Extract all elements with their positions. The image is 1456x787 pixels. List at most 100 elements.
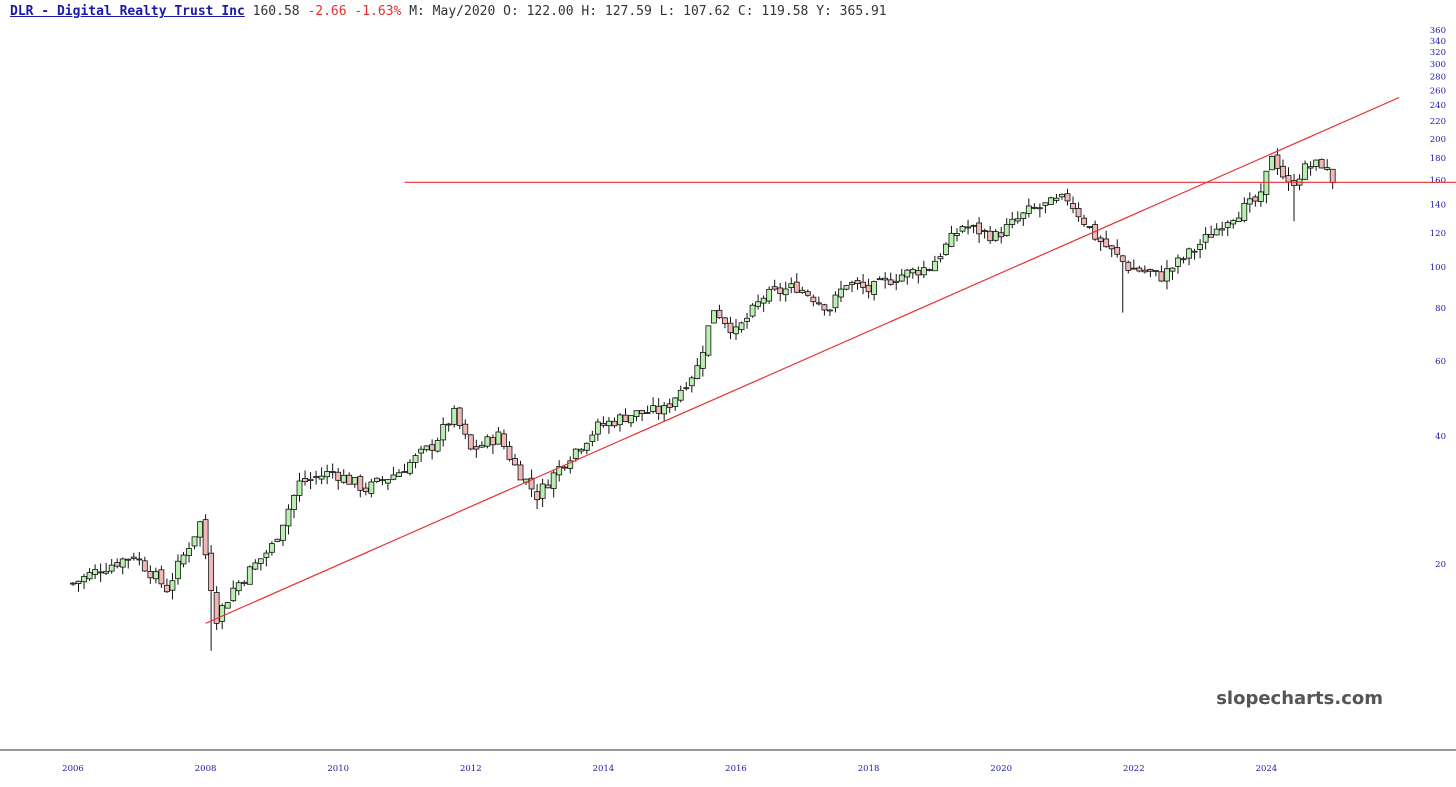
candle-body (882, 277, 889, 281)
candle-body (1097, 237, 1104, 243)
candle-body (1103, 238, 1110, 248)
candle-body (495, 431, 502, 445)
price-change-pct: -1.63% (354, 4, 402, 19)
candle-body (318, 475, 325, 480)
candle-body (782, 288, 789, 296)
candle-body (186, 548, 192, 557)
candle-body (213, 592, 220, 624)
y-tick-label: 40 (1435, 432, 1446, 442)
candle-body (915, 270, 922, 276)
candle-body (954, 233, 960, 236)
candle-body (324, 471, 331, 478)
candle-body (263, 552, 270, 558)
candle-body (478, 444, 485, 448)
candle-body (1285, 175, 1292, 183)
candle-body (1048, 197, 1054, 205)
candle-body (429, 444, 436, 451)
candle-body (860, 281, 866, 288)
candle-body (600, 422, 607, 426)
candle-body (136, 558, 143, 561)
candle-body (572, 448, 579, 459)
candle-body (871, 281, 878, 295)
candle-body (152, 571, 159, 580)
candle-body (1219, 228, 1226, 231)
candle-body (230, 587, 237, 602)
x-tick-label: 2010 (327, 764, 349, 774)
candle-body (92, 569, 98, 575)
y-tick-label: 320 (1430, 48, 1446, 58)
y-axis: 20 40 60 80 100 120 140 160 180 200 220 240 260 280 30… (1430, 26, 1446, 570)
x-tick-label: 2014 (593, 764, 615, 774)
candle-body (943, 243, 949, 255)
candle-body (1014, 218, 1021, 222)
candle-body (854, 280, 861, 284)
candle-body (1269, 156, 1275, 171)
candle-body (373, 477, 380, 482)
chart-header: DLR - Digital Realty Trust Inc 160.58 -2… (10, 4, 887, 19)
candle-body (385, 479, 391, 484)
candle-body (932, 260, 938, 272)
candle-body (418, 448, 424, 454)
candle-body (291, 494, 297, 511)
y-tick-label: 20 (1435, 560, 1446, 570)
x-tick-label: 2020 (990, 764, 1012, 774)
candle-body (252, 562, 259, 570)
candle-body (909, 268, 916, 274)
candle-body (103, 570, 110, 574)
candle-body (617, 414, 623, 426)
candle-body (683, 387, 690, 390)
watermark: slopecharts.com (1216, 688, 1383, 709)
candle-body (948, 232, 955, 247)
candle-body (1169, 267, 1176, 272)
candle-body (755, 301, 761, 307)
candle-body (561, 466, 568, 469)
candle-body (810, 296, 817, 303)
candle-body (313, 476, 320, 478)
candle-body (1020, 212, 1027, 220)
y-tick-label: 360 (1430, 26, 1446, 36)
candle-body (1186, 248, 1192, 259)
candle-body (539, 483, 546, 499)
candle-body (534, 491, 540, 501)
candle-body (1153, 270, 1159, 272)
candle-body (119, 558, 126, 568)
candle-body (893, 280, 900, 283)
candle-body (666, 403, 673, 408)
candle-body (423, 445, 430, 451)
candle-body (401, 471, 408, 473)
candle-body (655, 405, 662, 414)
candle-body (567, 460, 574, 469)
candle-body (1125, 261, 1132, 271)
candle-body (75, 580, 82, 584)
y-tick-label: 340 (1430, 37, 1446, 47)
candle-body (528, 477, 535, 490)
candle-body (550, 472, 557, 489)
candle-body (661, 405, 668, 415)
candle-body (694, 365, 701, 379)
candle-body (473, 446, 480, 450)
symbol-link[interactable]: DLR - Digital Realty Trust Inc (10, 4, 245, 19)
candle-body (434, 440, 441, 452)
candle-body (887, 279, 894, 285)
candle-body (86, 572, 93, 580)
candle-body (1302, 163, 1308, 180)
candle-body (340, 474, 347, 483)
candle-body (1197, 243, 1203, 250)
y-tick-label: 60 (1435, 357, 1446, 367)
candle-body (744, 317, 750, 322)
candle-body (1009, 218, 1016, 225)
candle-body (1086, 226, 1093, 228)
candle-body (1202, 234, 1209, 243)
candle-body (1081, 217, 1087, 225)
candle-body (357, 476, 364, 491)
candle-body (788, 283, 795, 289)
y-tick-label: 220 (1430, 117, 1446, 127)
candle-body (920, 267, 927, 276)
candle-body (307, 478, 314, 481)
candle-body (445, 423, 452, 426)
candle-body (219, 605, 226, 622)
candle-body (589, 434, 596, 442)
candle-body (1136, 267, 1143, 272)
trend-line (205, 97, 1400, 624)
